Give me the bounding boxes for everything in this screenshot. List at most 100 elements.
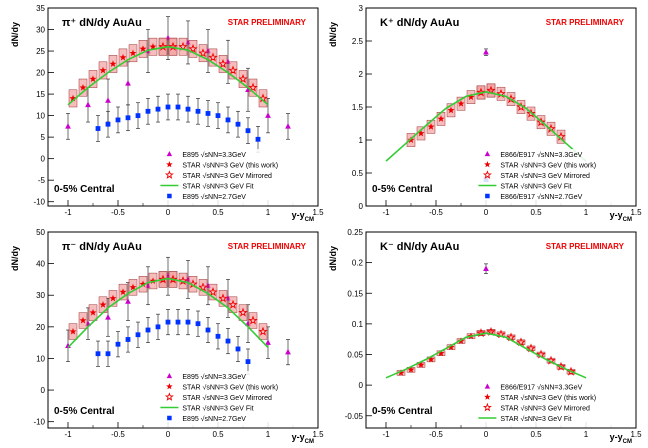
legend-label: STAR √sNN=3 GeV Fit — [500, 415, 571, 423]
data-point — [85, 101, 91, 108]
series-triangle — [483, 263, 489, 274]
legend-marker — [482, 402, 492, 412]
y-tick-label: 20 — [36, 323, 45, 332]
x-tick-label: 1.5 — [312, 430, 324, 439]
y-tick-label: 1 — [359, 136, 364, 145]
data-point — [215, 333, 221, 339]
data-point — [109, 60, 117, 67]
data-point — [175, 319, 181, 325]
data-point — [457, 100, 465, 107]
syst-box — [258, 323, 268, 340]
legend-box — [475, 381, 630, 428]
data-point — [238, 307, 248, 317]
legend-label: E895 √sNN=2.7GeV — [182, 193, 246, 201]
data-point — [198, 48, 208, 58]
legend-marker — [484, 161, 491, 168]
legend-label: STAR √sNN=3 GeV Mirrored — [500, 172, 590, 180]
y-tick-label: 0.1 — [352, 320, 364, 329]
y-tick-label: 10 — [36, 354, 45, 363]
data-point — [149, 277, 157, 284]
panel-title: K⁺ dN/dy AuAu — [380, 17, 459, 29]
x-tick-label: 0.5 — [212, 208, 224, 217]
y-tick-label: 30 — [36, 26, 45, 35]
data-point — [115, 117, 121, 123]
data-point — [115, 341, 121, 347]
legend-label: STAR √sNN=3 GeV (this work) — [500, 394, 596, 402]
panel-k-plus: -1 -0.5 0 0.5 1 1.5 0 0.5 1 1.5 2 2.5 3 y-yCM dN/dy K⁺ … — [328, 4, 642, 223]
legend-marker — [166, 383, 173, 390]
data-point — [235, 121, 241, 127]
syst-box — [248, 312, 258, 329]
data-point — [105, 314, 111, 320]
legend-label: STAR √sNN=3 GeV Fit — [182, 183, 253, 191]
data-point — [175, 104, 181, 110]
data-point — [129, 283, 137, 291]
legend-box — [475, 149, 630, 206]
data-point — [139, 45, 147, 52]
legend-label: STAR √sNN=3 GeV Mirrored — [500, 405, 590, 413]
series-star-open — [158, 37, 268, 108]
x-tick-label: 1.5 — [630, 208, 642, 217]
data-point — [526, 343, 536, 353]
data-point — [483, 265, 489, 271]
data-point — [447, 106, 455, 114]
data-point — [225, 117, 231, 123]
fit-curve — [67, 45, 269, 106]
centrality-label: 0-5% Central — [54, 184, 115, 195]
data-point — [139, 280, 147, 288]
panel-title: π⁻ dN/dy AuAu — [62, 241, 142, 253]
data-point — [195, 321, 201, 327]
data-point — [119, 53, 127, 61]
y-tick-label: 3 — [359, 4, 364, 13]
y-tick-label: 0.5 — [352, 169, 364, 178]
panel-k-minus: -1 -0.5 0 0.5 1 1.5 -0.05 0 0.05 0.1 0.15 0.2 0.25 y-… — [328, 228, 642, 445]
x-tick-label: 0 — [166, 208, 171, 217]
x-tick-label: -0.5 — [111, 430, 125, 439]
data-point — [285, 348, 291, 355]
y-tick-label: 2.5 — [352, 37, 364, 46]
preliminary-label: STAR PRELIMINARY — [546, 242, 625, 251]
data-point — [265, 339, 271, 345]
data-point — [178, 276, 188, 286]
data-point — [258, 326, 268, 336]
preliminary-label: STAR PRELIMINARY — [546, 18, 625, 27]
x-tick-label: -0.5 — [429, 430, 443, 439]
legend-marker — [166, 373, 173, 379]
data-point — [205, 327, 211, 333]
data-point — [506, 332, 516, 342]
legend-label: STAR √sNN=3 GeV Mirrored — [182, 394, 272, 402]
y-tick-label: 0.25 — [347, 228, 363, 237]
data-point — [198, 282, 208, 292]
x-tick-label: 0 — [484, 208, 489, 217]
series-line — [67, 277, 269, 348]
plot-frame — [47, 7, 319, 207]
x-tick-label: 1.5 — [630, 430, 642, 439]
legend-label: E866/E917 √sNN=3.3GeV — [500, 151, 582, 159]
data-point — [125, 298, 131, 304]
legend-marker — [164, 392, 174, 401]
data-point — [125, 80, 131, 86]
series-square — [95, 93, 261, 153]
legend-label: STAR √sNN=3 GeV (this work) — [182, 384, 278, 392]
y-tick-label: 40 — [36, 260, 45, 269]
x-tick-label: -1 — [382, 430, 390, 439]
data-point — [105, 97, 111, 103]
y-tick-label: 0 — [359, 381, 364, 390]
y-tick-label: 0 — [41, 386, 46, 395]
legend-label: E895 √sNN=2.7GeV — [182, 415, 246, 423]
data-point — [225, 338, 231, 344]
data-point — [427, 123, 435, 130]
x-tick-label: 1 — [584, 208, 589, 217]
syst-box — [258, 89, 268, 108]
data-point — [417, 361, 425, 368]
x-tick-label: 1 — [266, 208, 271, 217]
preliminary-label: STAR PRELIMINARY — [228, 242, 307, 251]
data-point — [188, 43, 198, 53]
y-tick-label: -10 — [33, 418, 45, 427]
data-point — [417, 129, 425, 137]
syst-box — [218, 290, 228, 307]
y-tick-label: 20 — [36, 69, 45, 78]
fit-curve — [385, 332, 587, 379]
y-axis-title: dN/dy — [328, 246, 338, 271]
data-point — [95, 351, 101, 357]
